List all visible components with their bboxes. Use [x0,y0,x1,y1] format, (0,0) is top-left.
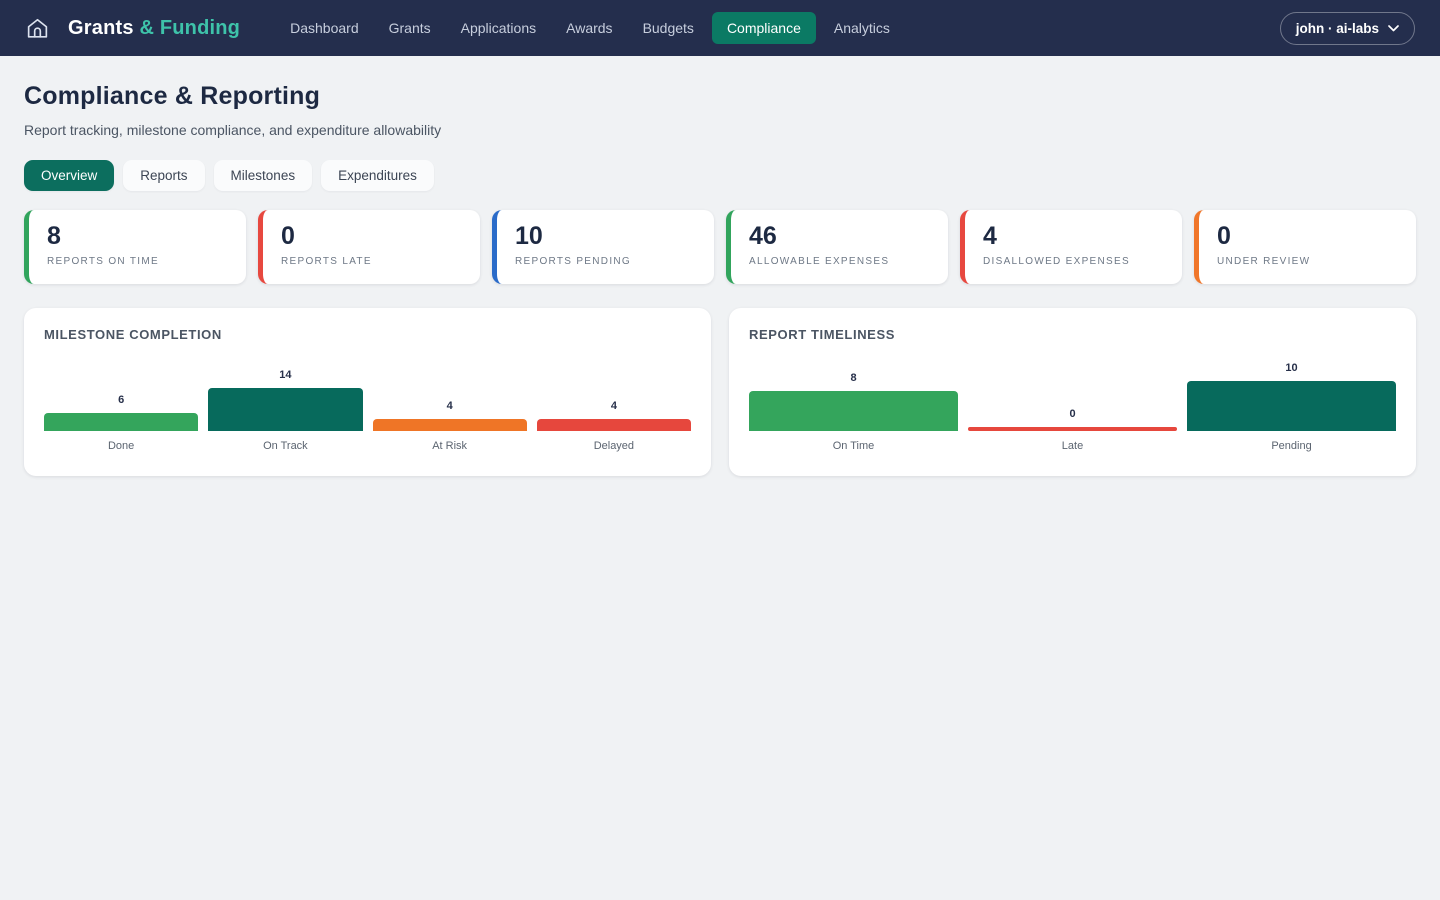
stat-value: 10 [515,222,543,250]
bar-chart: 6 Done 14 On Track 4 At Risk 4 Delayed [44,356,691,453]
logo-text-primary: Grants [68,16,134,39]
bar-value-label: 4 [610,400,617,412]
tab-expenditures[interactable]: Expenditures [321,160,434,191]
stat-value: 46 [749,222,777,250]
bar-pending [1187,381,1396,431]
bar-group-at-risk: 4 At Risk [372,400,527,453]
bar-category-label: On Track [263,440,308,452]
stat-value: 0 [281,222,295,250]
stat-card-allowable-expenses: 46 ALLOWABLE EXPENSES [726,210,948,284]
main-content: Compliance & Reporting Report tracking, … [0,56,1440,476]
bar-on-time [749,391,958,431]
nav-item-grants[interactable]: Grants [377,12,443,44]
view-tabs: Overview Reports Milestones Expenditures [24,160,1416,191]
app-logo[interactable]: Grants & Funding [68,17,240,40]
bar-value-label: 6 [118,394,125,406]
user-menu-label: john · ai-labs [1295,20,1379,36]
bar-value-label: 4 [446,400,453,412]
bar-category-label: On Time [832,440,875,452]
stat-label: REPORTS ON TIME [47,256,159,268]
nav-item-applications[interactable]: Applications [449,12,549,44]
bar-group-late: 0 Late [968,408,1177,453]
tab-milestones[interactable]: Milestones [213,160,313,191]
stat-card-under-review: 0 UNDER REVIEW [1194,210,1416,284]
stat-label: UNDER REVIEW [1217,256,1311,268]
main-navigation: Dashboard Grants Applications Awards Budgets… [278,12,902,44]
bar-on-track [208,388,363,431]
bar-at-risk [372,419,527,431]
stat-value: 4 [983,222,997,250]
home-button[interactable] [25,16,50,41]
stat-value: 8 [47,222,61,250]
stat-label: REPORTS PENDING [515,256,631,268]
stat-card-reports-late: 0 REPORTS LATE [258,210,480,284]
nav-item-awards[interactable]: Awards [554,12,624,44]
bar-category-label: Delayed [593,440,635,452]
stat-card-disallowed-expenses: 4 DISALLOWED EXPENSES [960,210,1182,284]
stat-label: DISALLOWED EXPENSES [983,256,1130,268]
chevron-down-icon [1388,24,1399,32]
bar-chart: 8 On Time 0 Late 10 Pending [749,356,1396,453]
page-subtitle: Report tracking, milestone compliance, a… [24,122,442,138]
logo-text-accent: & Funding [139,16,241,39]
bar-category-label: Done [107,440,135,452]
tab-overview[interactable]: Overview [24,160,115,191]
chart-title: MILESTONE COMPLETION [44,327,222,342]
page-title: Compliance & Reporting [24,82,321,110]
tab-reports[interactable]: Reports [123,160,205,191]
nav-item-analytics[interactable]: Analytics [822,12,902,44]
stat-label: ALLOWABLE EXPENSES [749,256,890,268]
stat-card-reports-pending: 10 REPORTS PENDING [492,210,714,284]
bar-group-done: 6 Done [44,394,199,453]
stat-card-reports-on-time: 8 REPORTS ON TIME [24,210,246,284]
stats-summary: 8 REPORTS ON TIME 0 REPORTS LATE 10 REPORTS P… [24,210,1416,284]
bar-value-label: 0 [1069,408,1076,420]
bar-value-label: 14 [279,369,292,381]
bar-group-pending: 10 Pending [1187,362,1396,453]
bar-delayed [536,419,691,431]
bar-category-label: Pending [1271,440,1312,452]
milestone-completion-chart: MILESTONE COMPLETION 6 Done 14 On Track 4 At R… [24,308,711,476]
bar-category-label: Late [1061,440,1084,452]
user-menu[interactable]: john · ai-labs [1279,11,1415,45]
stat-label: REPORTS LATE [281,256,372,268]
bar-value-label: 8 [850,372,857,384]
bar-category-label: At Risk [432,440,468,452]
report-timeliness-chart: REPORT TIMELINESS 8 On Time 0 Late 10 Pending [729,308,1416,476]
bar-value-label: 10 [1285,362,1298,374]
home-icon [25,16,50,41]
charts-row: MILESTONE COMPLETION 6 Done 14 On Track 4 At R… [24,308,1416,476]
nav-item-budgets[interactable]: Budgets [631,12,706,44]
nav-item-compliance[interactable]: Compliance [711,12,816,44]
bar-done [44,413,199,431]
bar-group-on-track: 14 On Track [208,369,363,453]
nav-item-dashboard[interactable]: Dashboard [278,12,371,44]
bar-group-on-time: 8 On Time [749,372,958,453]
stat-value: 0 [1217,222,1231,250]
top-navbar: Grants & Funding Dashboard Grants Applicat… [0,0,1440,56]
chart-title: REPORT TIMELINESS [749,327,895,342]
bar-group-delayed: 4 Delayed [536,400,691,453]
bar-late [968,427,1177,431]
